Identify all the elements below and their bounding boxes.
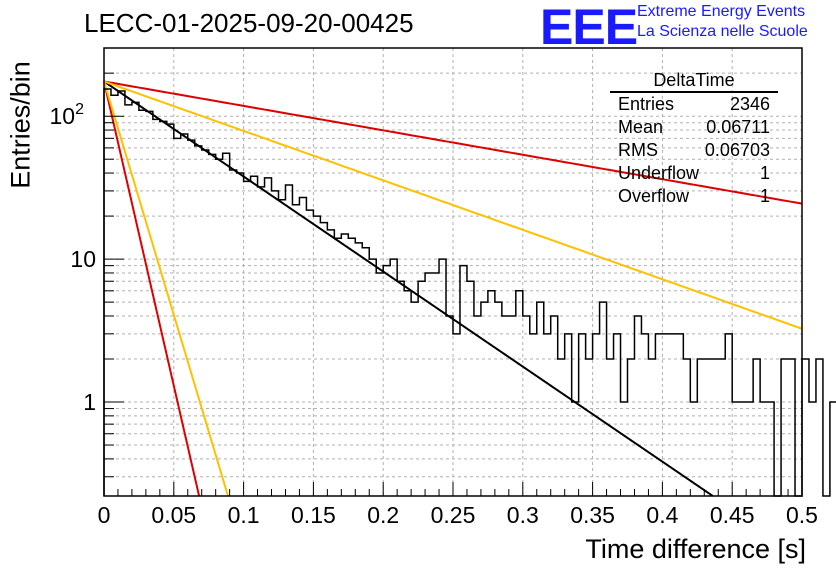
y-axis-label-box: Entries/bin <box>6 60 36 190</box>
x-tick-label: 0.15 <box>291 502 336 528</box>
stats-label: RMS <box>618 140 658 160</box>
axis-ticks <box>103 47 803 496</box>
x-tick-label: 0.3 <box>507 502 539 528</box>
curves <box>103 80 803 497</box>
eee-logo: EEE <box>540 0 638 55</box>
exponential-curve <box>103 80 803 330</box>
x-tick-label: 0.45 <box>710 502 755 528</box>
exponential-curve <box>103 81 201 497</box>
org-name-line1: Extreme Energy Events <box>637 3 806 20</box>
stats-value: 0.06703 <box>704 140 770 160</box>
stats-row: Overflow 1 <box>610 185 778 208</box>
stats-label: Underflow <box>618 163 700 183</box>
x-tick-label: 0.5 <box>786 502 818 528</box>
histogram-outline <box>103 88 836 497</box>
stats-value: 0.06711 <box>706 117 770 137</box>
x-tick-label: 0.1 <box>228 502 260 528</box>
stats-value: 1 <box>759 186 770 206</box>
stats-value: 2346 <box>729 94 770 114</box>
x-tick-label: 0 <box>98 502 111 528</box>
x-axis-label: Time difference [s] <box>585 534 806 564</box>
histogram <box>103 88 836 497</box>
exponential-curve <box>103 80 803 205</box>
stats-label: Mean <box>618 117 664 137</box>
org-name-line2: La Scienza nelle Scuole <box>637 23 808 40</box>
y-tick-label: 1 <box>83 389 96 415</box>
y-tick-label: 10 <box>70 246 96 272</box>
stats-row: Underflow 1 <box>610 162 778 185</box>
x-tick-label: 0.2 <box>367 502 399 528</box>
stats-label: Entries <box>618 94 675 114</box>
y-axis-label: Entries/bin <box>5 61 36 189</box>
tick-labels: 0 0.05 0.1 0.15 0.2 0.25 0.3 0.35 0.4 0.45 0.5 1 10 1… <box>50 101 818 528</box>
exponential-curve <box>103 81 229 497</box>
x-tick-label: 0.05 <box>151 502 196 528</box>
x-tick-label: 0.4 <box>646 502 678 528</box>
stats-title: DeltaTime <box>610 70 778 93</box>
stats-label: Overflow <box>618 186 690 206</box>
y-tick-label: 102 <box>50 101 85 129</box>
stats-value: 1 <box>759 163 770 183</box>
page-title: LECC-01-2025-09-20-00425 <box>84 8 414 38</box>
stats-box: DeltaTime Entries 2346 Mean 0.06711 RMS 0.0… <box>610 70 778 208</box>
stats-row: Mean 0.06711 <box>610 116 778 139</box>
stats-row: Entries 2346 <box>610 93 778 116</box>
stats-row: RMS 0.06703 <box>610 139 778 162</box>
x-tick-label: 0.35 <box>570 502 615 528</box>
grid <box>104 47 802 496</box>
x-tick-label: 0.25 <box>431 502 476 528</box>
